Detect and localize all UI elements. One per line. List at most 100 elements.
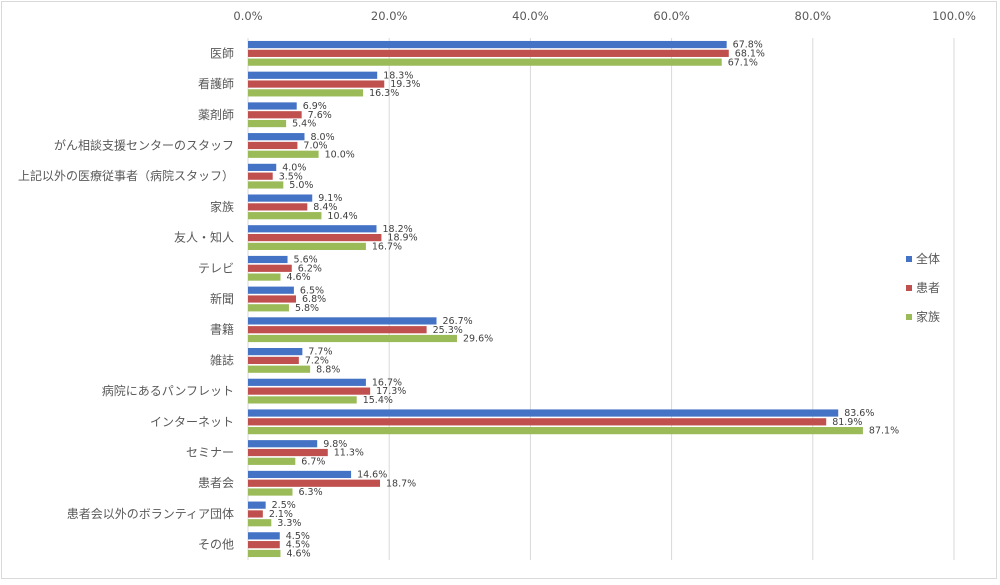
data-label: 2.5% [272, 500, 296, 511]
bar [248, 40, 727, 49]
data-label: 10.4% [327, 211, 357, 222]
data-label: 4.5% [286, 540, 310, 551]
bar [248, 242, 366, 250]
bar [248, 163, 277, 171]
data-label: 16.7% [372, 241, 402, 252]
data-label: 68.1% [735, 48, 765, 59]
data-label: 18.9% [387, 233, 417, 244]
data-label: 7.2% [305, 356, 329, 367]
data-label: 29.6% [463, 334, 493, 345]
x-tick-label: 100.0% [932, 9, 976, 23]
data-label: 18.7% [386, 478, 416, 489]
data-label: 6.8% [302, 294, 326, 305]
data-label: 18.3% [383, 70, 413, 81]
bar [248, 532, 280, 540]
data-label: 4.5% [286, 531, 310, 542]
data-label: 9.1% [318, 193, 342, 204]
data-label: 15.4% [363, 395, 393, 406]
data-label: 5.4% [292, 119, 316, 130]
bar [248, 225, 377, 233]
data-label: 25.3% [433, 325, 463, 336]
data-label: 67.1% [728, 57, 758, 68]
bar [248, 326, 427, 334]
category-label: 患者会以外のボランティア団体 [67, 507, 234, 521]
x-tick-label: 80.0% [795, 9, 832, 23]
category-label: がん相談支援センターのスタッフ [54, 137, 234, 152]
bar [248, 440, 318, 448]
data-label: 5.6% [294, 255, 318, 266]
category-label: 医師 [210, 46, 234, 60]
legend-swatch [906, 256, 912, 262]
legend-swatch [906, 285, 912, 291]
data-label: 10.0% [325, 149, 355, 160]
bar [248, 427, 863, 435]
bar [248, 111, 302, 119]
data-label: 6.5% [300, 285, 324, 296]
data-label: 87.1% [869, 426, 899, 437]
bar [248, 264, 292, 272]
bars [248, 40, 863, 558]
data-label: 83.6% [844, 408, 874, 419]
data-label: 4.6% [286, 549, 310, 560]
legend-swatch [906, 314, 912, 320]
bar [248, 295, 297, 303]
category-label: その他 [198, 538, 234, 552]
category-label: セミナー [186, 446, 234, 460]
bar [248, 317, 437, 325]
category-label: 雑誌 [210, 352, 234, 367]
bar [248, 365, 311, 373]
data-labels: 67.8%68.1%67.1%18.3%19.3%16.3%6.9%7.6%5.… [269, 40, 899, 560]
data-label: 17.3% [376, 386, 406, 397]
data-label: 3.5% [279, 171, 303, 182]
bar [248, 172, 273, 180]
bar [248, 541, 280, 549]
data-label: 4.0% [282, 162, 306, 173]
category-label: 友人・知人 [174, 231, 234, 245]
bar [248, 89, 364, 97]
bar [248, 356, 299, 365]
bar [248, 304, 289, 312]
bar [248, 141, 298, 150]
data-label: 67.8% [733, 40, 763, 51]
legend-label: 家族 [916, 309, 940, 324]
data-label: 8.0% [310, 132, 334, 143]
category-label: 上記以外の医療従事者（病院スタッフ） [18, 168, 234, 183]
data-label: 81.9% [832, 417, 862, 428]
data-label: 6.7% [301, 456, 325, 467]
bar [248, 549, 281, 558]
category-label: 看護師 [198, 76, 234, 91]
bar [248, 387, 371, 395]
data-label: 4.6% [286, 272, 310, 283]
bar [248, 255, 288, 264]
bar [248, 470, 352, 479]
data-label: 7.7% [308, 347, 332, 358]
x-axis-ticks: 0.0% 20.0% 40.0% 60.0% 80.0% 100.0% [233, 9, 976, 23]
bar [248, 396, 357, 404]
bar [248, 119, 287, 128]
data-label: 3.3% [277, 518, 301, 529]
bar [248, 212, 322, 220]
category-label: インターネット [150, 415, 234, 429]
legend-label: 全体 [916, 251, 940, 266]
bar [248, 203, 308, 211]
bar [248, 133, 305, 141]
data-label: 14.6% [357, 470, 387, 481]
x-tick-label: 20.0% [371, 9, 408, 23]
data-label: 7.6% [308, 110, 332, 121]
bar [248, 80, 385, 88]
bar [248, 71, 378, 79]
bar [248, 49, 729, 57]
data-label: 26.7% [443, 316, 473, 327]
bar [248, 102, 297, 110]
data-label: 6.3% [298, 487, 322, 498]
x-tick-label: 60.0% [653, 9, 690, 23]
data-label: 18.2% [382, 224, 412, 235]
bar [248, 233, 382, 242]
bar [248, 479, 381, 487]
category-label: 病院にあるパンフレット [102, 383, 234, 398]
bar [248, 286, 294, 294]
bar [248, 488, 293, 496]
x-tick-label: 40.0% [512, 9, 549, 23]
bar [248, 418, 827, 426]
